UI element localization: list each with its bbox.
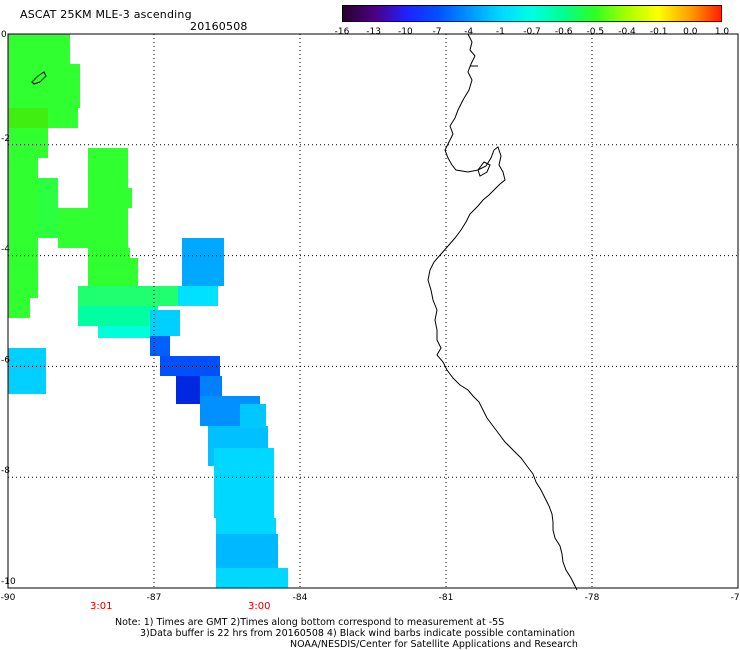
swath-cell	[88, 148, 128, 208]
swath-cell	[8, 108, 48, 128]
product-title: ASCAT 25KM MLE-3 ascending	[20, 8, 192, 21]
longitude-label: -84	[293, 593, 308, 600]
swath-cell	[38, 178, 58, 238]
product-date: 20160508	[190, 20, 248, 33]
colorbar-tick-label: -0.1	[649, 27, 668, 37]
swath-cell	[176, 376, 202, 404]
colorbar-tick-label: -7	[432, 27, 442, 37]
longitude-label: -81	[439, 593, 454, 600]
swath-cell	[216, 518, 276, 538]
longitude-label: -75	[731, 593, 740, 600]
colorbar-tick-label: -0.7	[523, 27, 541, 37]
swath-cell	[214, 448, 274, 518]
map-plot: -90 -87 -84 -81 -78 -75 0 -2 -4 -6 -8 -10	[1, 30, 740, 600]
swath-cell	[200, 376, 222, 396]
footnote-credit: NOAA/NESDIS/Center for Satellite Applica…	[290, 639, 578, 650]
swath-cell	[240, 404, 266, 428]
time-label-1: 3:00	[248, 601, 271, 612]
colorbar-tick-label: -0.5	[586, 27, 605, 37]
swath-cell	[8, 64, 80, 108]
colorbar-tick-label: -13	[366, 27, 382, 37]
swath-cell	[58, 208, 128, 248]
swath-cell	[178, 286, 218, 306]
colorbar	[342, 5, 722, 22]
swath-cell	[78, 306, 158, 326]
swath-cell	[128, 188, 132, 208]
ascat-swath-cells	[8, 34, 288, 588]
colorbar-tick-label: -10	[397, 27, 413, 37]
swath-cell	[8, 128, 48, 158]
map-frame	[7, 33, 739, 589]
map-grid-lines	[7, 33, 739, 589]
time-label-0: 3:01	[90, 601, 113, 612]
latitude-label: -4	[1, 245, 10, 255]
colorbar-tick-label: -1	[495, 27, 505, 37]
colorbar-tick-label: -0.6	[554, 27, 573, 37]
longitude-label: -78	[585, 593, 600, 600]
swath-cell	[8, 248, 30, 318]
colorbar-tick-label: -4	[464, 27, 474, 37]
footnote-line-1: Note: 1) Times are GMT 2)Times along bot…	[115, 617, 505, 628]
swath-cell	[78, 286, 178, 306]
swath-cell	[30, 248, 38, 298]
axis-labels: -90 -87 -84 -81 -78 -75 0 -2 -4 -6 -8 -10	[1, 30, 740, 600]
latitude-label: -8	[1, 466, 10, 476]
colorbar-tick-label: 0.0	[683, 27, 698, 37]
coastline	[427, 33, 578, 591]
swath-cell	[150, 336, 170, 356]
swath-cell	[182, 238, 224, 286]
latitude-label: -10	[1, 577, 16, 587]
swath-cell	[216, 534, 278, 570]
swath-cell	[150, 310, 180, 336]
swath-cell	[98, 326, 158, 338]
latitude-label: 0	[1, 30, 7, 40]
longitude-label: -90	[1, 593, 16, 600]
colorbar-tick-label: -16	[334, 27, 350, 37]
swath-cell	[8, 34, 70, 64]
swath-cell	[130, 258, 138, 286]
latitude-label: -6	[1, 355, 10, 365]
longitude-label: -87	[147, 593, 162, 600]
swath-cell	[48, 108, 78, 128]
swath-cell	[160, 356, 220, 376]
swath-cell	[8, 348, 46, 394]
swath-cell	[8, 158, 38, 248]
coastline-islands	[31, 65, 491, 177]
swath-cell	[88, 248, 130, 286]
colorbar-tick-label: 1.0	[714, 27, 730, 37]
swath-cell	[216, 568, 288, 588]
footnote-line-2: 3)Data buffer is 22 hrs from 20160508 4)…	[140, 628, 576, 639]
colorbar-tick-labels: -16 -13 -10 -7 -4 -1 -0.7 -0.6 -0.5 -0.4 -0.1 0.0 1.…	[335, 27, 730, 39]
latitude-label: -2	[1, 134, 10, 144]
colorbar-tick-label: -0.4	[618, 27, 636, 37]
